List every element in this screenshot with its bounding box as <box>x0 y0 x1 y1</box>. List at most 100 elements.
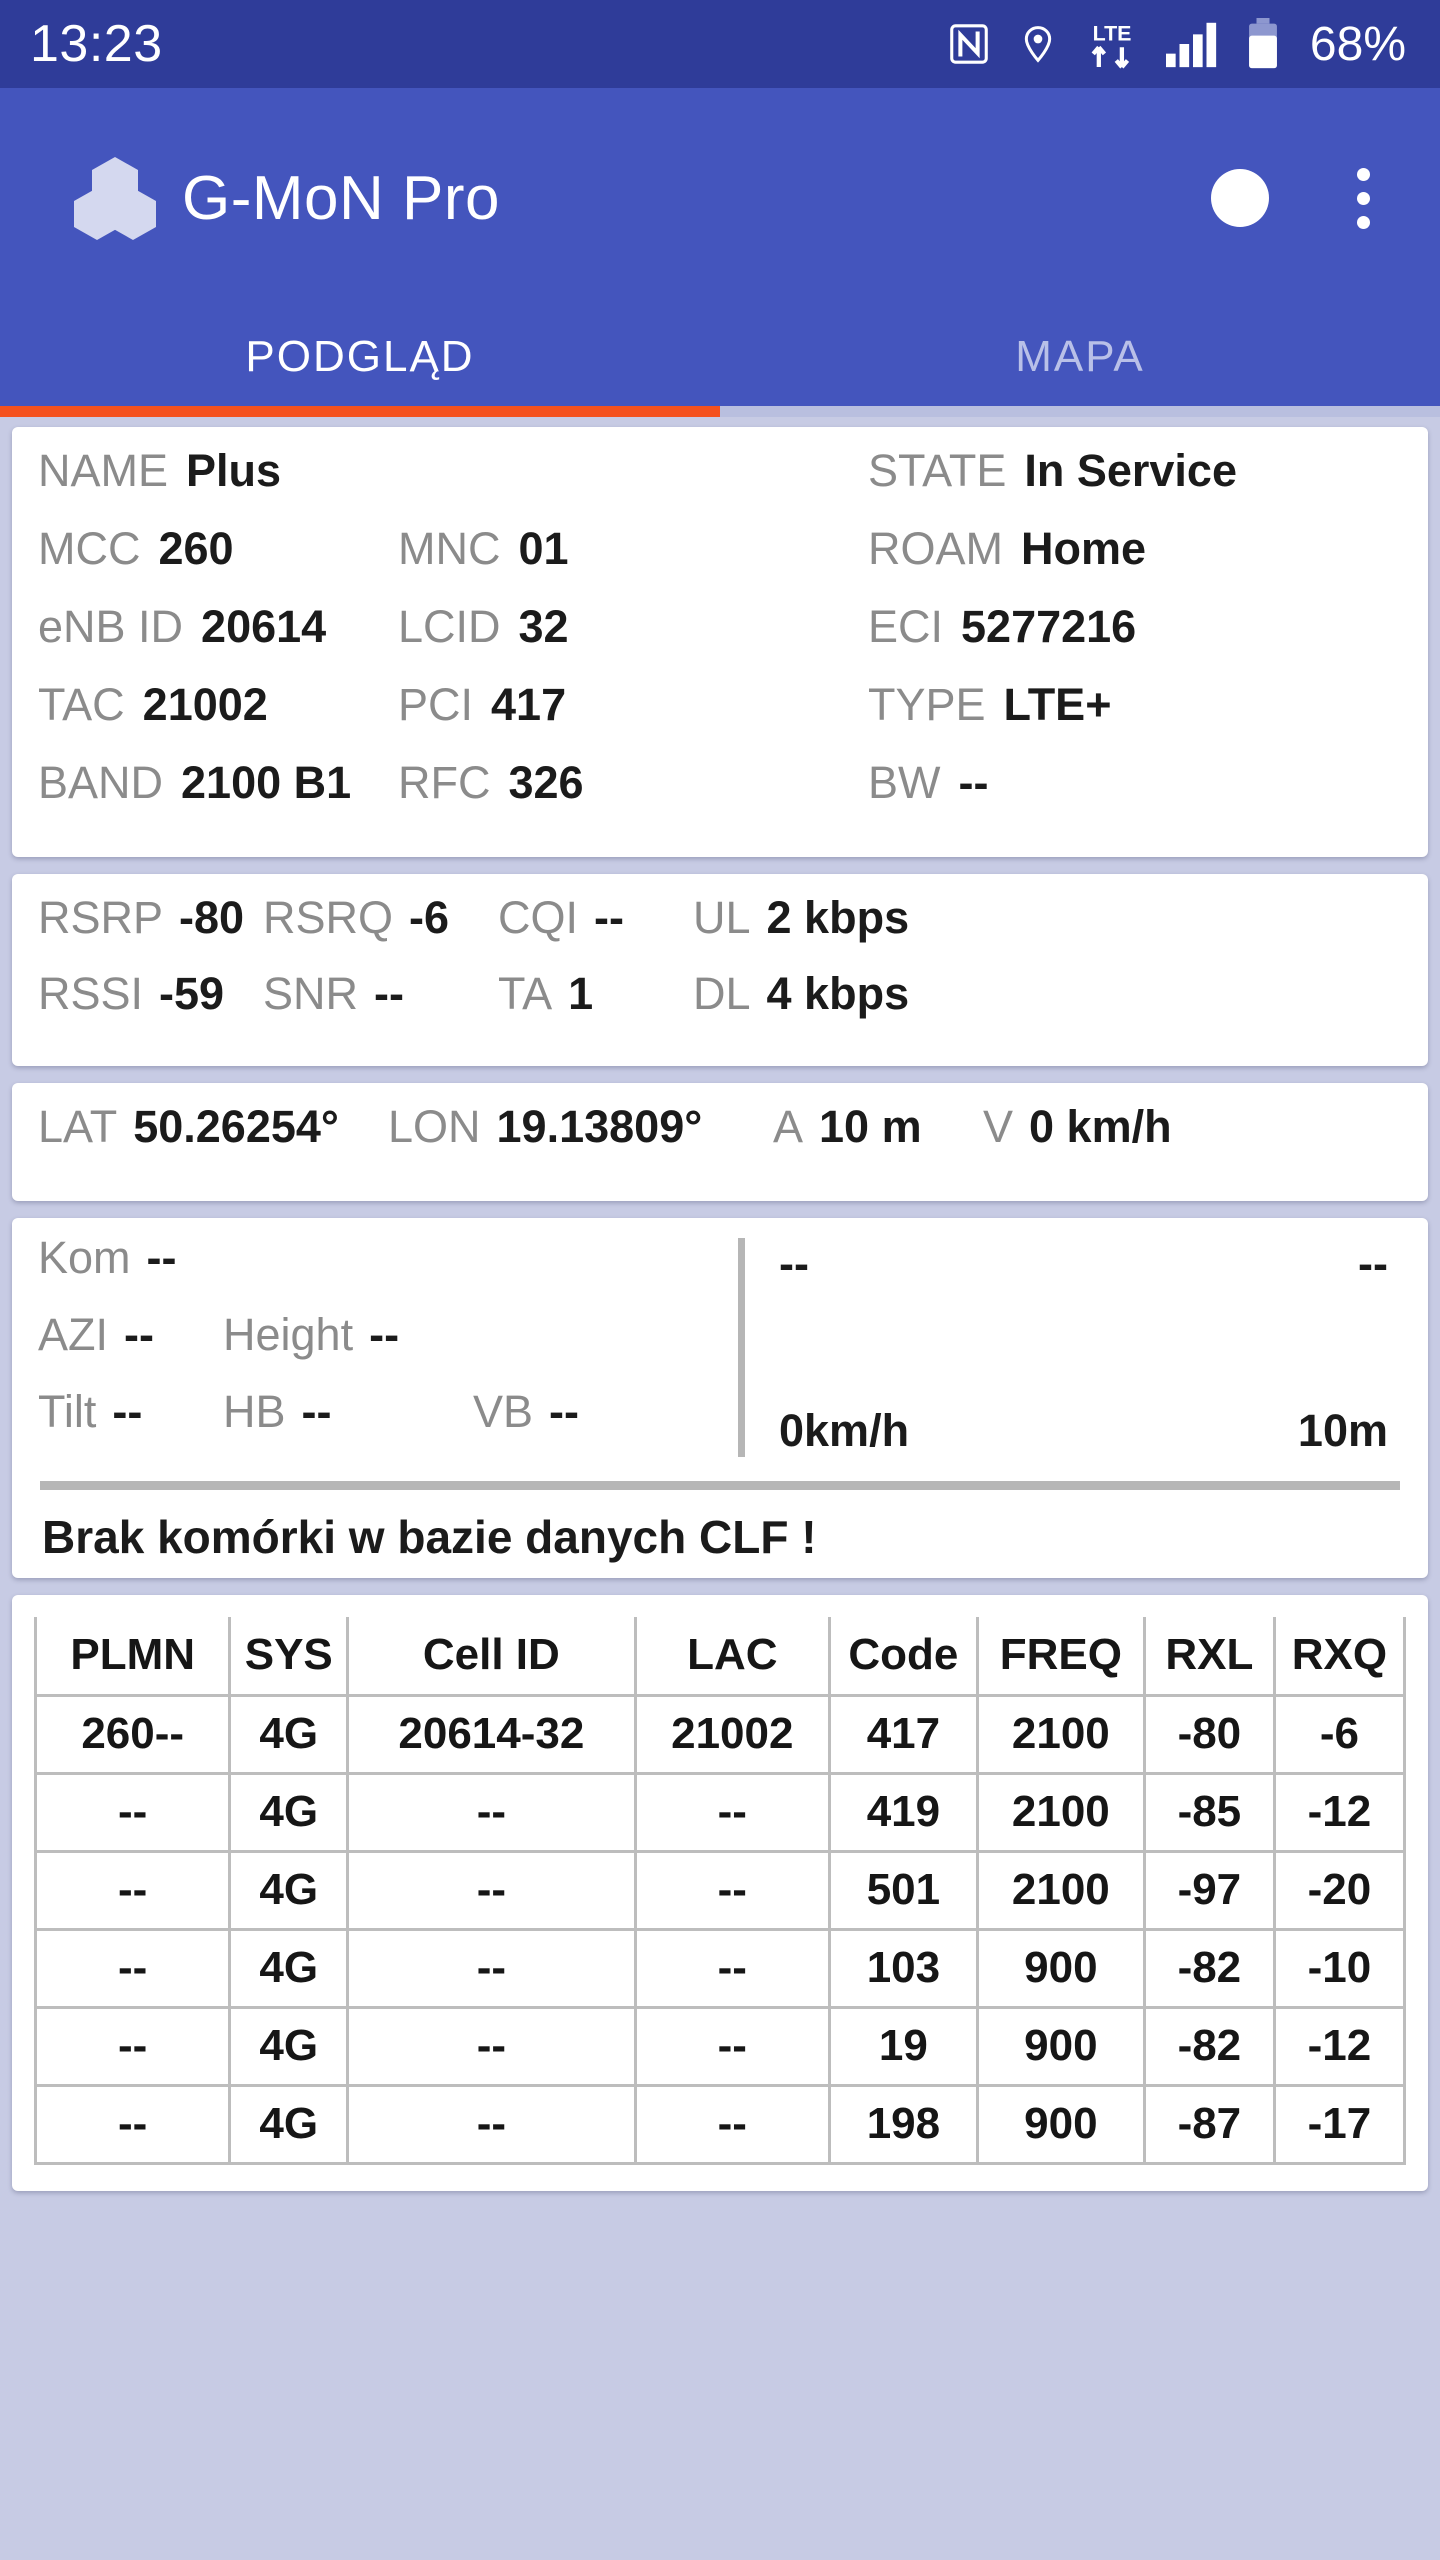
cell-cell-id: -- <box>346 1771 637 1853</box>
cell-freq: 900 <box>975 2083 1146 2165</box>
antenna-right-top-right: -- <box>1358 1238 1388 1289</box>
antenna-vertical-divider <box>738 1238 745 1457</box>
table-row[interactable]: -- 4G -- -- 501 2100 -97 -20 <box>33 1849 1407 1931</box>
field-ta: TA 1 <box>498 968 693 1020</box>
cell-code: 103 <box>827 1927 979 2009</box>
roam-label: ROAM <box>868 523 1003 574</box>
enb-id-label: eNB ID <box>38 601 184 652</box>
table-row[interactable]: -- 4G -- -- 419 2100 -85 -12 <box>33 1771 1407 1853</box>
column-header-rxq: RXQ <box>1272 1617 1407 1697</box>
roam-value: Home <box>1021 523 1147 574</box>
field-kom: Kom -- <box>38 1232 223 1284</box>
app-bar-actions <box>1211 160 1392 237</box>
status-bar-icons: LTE 68% <box>946 17 1406 72</box>
tab-podglad[interactable]: PODGLĄD <box>245 332 475 381</box>
eci-label: ECI <box>868 601 944 652</box>
field-pci: PCI 417 <box>398 679 868 731</box>
table-row[interactable]: 260-- 4G 20614-32 21002 417 2100 -80 -6 <box>33 1693 1407 1775</box>
column-header-plmn: PLMN <box>33 1617 232 1697</box>
field-state: STATE In Service <box>868 445 1402 497</box>
cell-sys: 4G <box>228 2083 350 2165</box>
cell-info-card: NAME Plus STATE In Service MCC 260 MNC 0… <box>12 427 1428 857</box>
antenna-right-panel: -- -- 0km/h 10m <box>767 1232 1402 1463</box>
dl-value: 4 kbps <box>766 968 910 1019</box>
cell-cell-id: -- <box>346 2005 637 2087</box>
tilt-label: Tilt <box>38 1386 97 1437</box>
ul-value: 2 kbps <box>766 892 910 943</box>
field-altitude: A 10 m <box>773 1101 983 1153</box>
record-circle-icon[interactable] <box>1211 169 1269 227</box>
cell-sys: 4G <box>228 2005 350 2087</box>
rssi-value: -59 <box>159 968 225 1019</box>
svg-text:LTE: LTE <box>1093 22 1132 46</box>
kom-label: Kom <box>38 1232 131 1283</box>
cell-freq: 2100 <box>975 1693 1146 1775</box>
cell-plmn: -- <box>33 1771 232 1853</box>
tab-active-indicator <box>0 406 720 417</box>
field-enb-id: eNB ID 20614 <box>38 601 398 653</box>
azi-label: AZI <box>38 1309 109 1360</box>
cell-rxq: -10 <box>1272 1927 1407 2009</box>
field-eci: ECI 5277216 <box>868 601 1402 653</box>
cell-rxl: -87 <box>1142 2083 1276 2165</box>
table-row[interactable]: -- 4G -- -- 19 900 -82 -12 <box>33 2005 1407 2087</box>
cell-rxl: -80 <box>1142 1693 1276 1775</box>
table-row[interactable]: -- 4G -- -- 198 900 -87 -17 <box>33 2083 1407 2165</box>
cell-sys: 4G <box>228 1849 350 1931</box>
cell-code: 417 <box>827 1693 979 1775</box>
field-mnc: MNC 01 <box>398 523 868 575</box>
field-mcc: MCC 260 <box>38 523 398 575</box>
lat-label: LAT <box>38 1101 118 1152</box>
field-bw: BW -- <box>868 757 1402 809</box>
nfc-icon <box>946 19 992 69</box>
cell-lac: 21002 <box>633 1693 831 1775</box>
vb-label: VB <box>473 1386 534 1437</box>
signal-row-1: RSRP -80 RSRQ -6 CQI -- UL 2 kbps <box>38 892 1402 968</box>
cell-freq: 900 <box>975 2005 1146 2087</box>
battery-percent: 68% <box>1309 17 1406 71</box>
table-row[interactable]: -- 4G -- -- 103 900 -82 -10 <box>33 1927 1407 2009</box>
antenna-row-kom: Kom -- <box>38 1232 738 1309</box>
mnc-value: 01 <box>518 523 569 574</box>
speed-label: V <box>983 1101 1014 1152</box>
lcid-label: LCID <box>398 601 501 652</box>
field-name: NAME Plus <box>38 445 398 497</box>
mcc-value: 260 <box>158 523 234 574</box>
tab-mapa[interactable]: MAPA <box>1015 332 1145 381</box>
antenna-panels: Kom -- AZI -- Height -- Ti <box>38 1232 1402 1463</box>
field-ul: UL 2 kbps <box>693 892 1402 944</box>
tilt-value: -- <box>112 1386 143 1437</box>
eci-value: 5277216 <box>961 601 1137 652</box>
type-value: LTE+ <box>1003 679 1112 730</box>
cell-freq: 2100 <box>975 1771 1146 1853</box>
signal-metrics-card: RSRP -80 RSRQ -6 CQI -- UL 2 kbps RSSI -… <box>12 874 1428 1066</box>
snr-value: -- <box>374 968 404 1019</box>
cell-sys: 4G <box>228 1927 350 2009</box>
field-hb: HB -- <box>223 1386 473 1438</box>
dl-label: DL <box>693 968 751 1019</box>
kebab-menu-icon[interactable] <box>1335 160 1392 237</box>
neighbours-table: PLMN SYS Cell ID LAC Code FREQ RXL RXQ 2… <box>33 1617 1407 2165</box>
band-value: 2100 B1 <box>181 757 352 808</box>
antenna-left-panel: Kom -- AZI -- Height -- Ti <box>38 1232 738 1463</box>
cell-lac: -- <box>633 2083 831 2165</box>
antenna-row-tilt: Tilt -- HB -- VB -- <box>38 1386 738 1463</box>
mcc-label: MCC <box>38 523 141 574</box>
cell-plmn: -- <box>33 1927 232 2009</box>
tab-bar: PODGLĄD MAPA <box>0 308 1440 406</box>
ul-label: UL <box>693 892 751 943</box>
column-header-cell-id: Cell ID <box>346 1617 637 1697</box>
field-lon: LON 19.13809° <box>388 1101 773 1153</box>
gps-card: LAT 50.26254° LON 19.13809° A 10 m V 0 k… <box>12 1083 1428 1201</box>
height-label: Height <box>223 1309 354 1360</box>
vb-value: -- <box>549 1386 580 1437</box>
cell-code: 198 <box>827 2083 979 2165</box>
status-clock: 13:23 <box>30 15 163 73</box>
field-tac: TAC 21002 <box>38 679 398 731</box>
battery-icon <box>1246 18 1280 70</box>
field-tilt: Tilt -- <box>38 1386 223 1438</box>
field-rsrq: RSRQ -6 <box>263 892 498 944</box>
field-lcid: LCID 32 <box>398 601 868 653</box>
height-value: -- <box>369 1309 400 1360</box>
rsrp-label: RSRP <box>38 892 164 943</box>
